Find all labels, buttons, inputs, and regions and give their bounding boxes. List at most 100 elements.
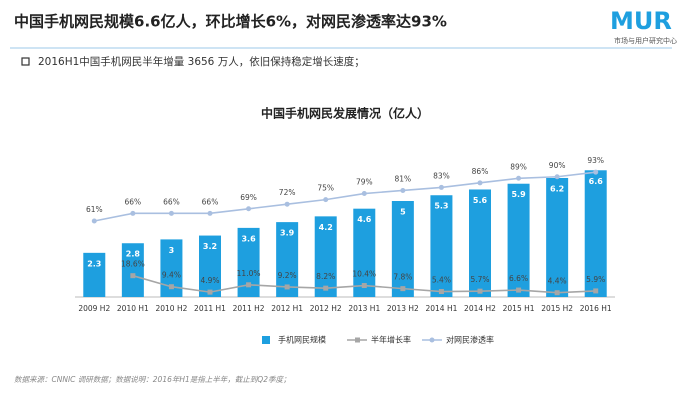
bar-label: 6.2 — [550, 184, 564, 193]
bar — [276, 222, 299, 297]
marker — [400, 286, 406, 292]
logo-subtitle: 市场与用户研究中心 — [614, 36, 677, 45]
data-label: 10.4% — [352, 270, 376, 279]
bar — [584, 170, 607, 297]
bar — [353, 208, 376, 297]
x-tick-label: 2015 H1 — [503, 304, 535, 313]
bar-label: 5 — [400, 208, 406, 217]
bar-label: 2.3 — [87, 259, 101, 268]
bar-label: 5.6 — [473, 196, 488, 205]
marker — [207, 289, 213, 295]
x-tick-label: 2009 H2 — [78, 304, 110, 313]
data-label: 86% — [472, 167, 489, 176]
bar-label: 6.6 — [589, 177, 604, 186]
bar-label: 3 — [169, 246, 175, 255]
data-label: 66% — [163, 197, 180, 206]
marker — [516, 287, 522, 293]
marker — [554, 174, 560, 180]
data-label: 11.0% — [237, 269, 261, 278]
marker — [361, 191, 367, 197]
data-label: 4.9% — [200, 276, 219, 285]
data-label: 66% — [125, 197, 142, 206]
legend-label: 手机网民规模 — [278, 335, 326, 345]
x-tick-label: 2011 H2 — [233, 304, 265, 313]
marker — [130, 210, 136, 216]
data-label: 69% — [240, 193, 257, 202]
x-tick-label: 2014 H1 — [425, 304, 457, 313]
bar — [160, 239, 183, 297]
marker — [323, 285, 329, 291]
data-label: 93% — [587, 156, 604, 165]
x-tick-label: 2010 H2 — [155, 304, 187, 313]
x-tick-label: 2011 H1 — [194, 304, 226, 313]
legend-label: 半年增长率 — [371, 335, 411, 345]
bar-label: 2.8 — [126, 250, 141, 259]
marker — [554, 290, 560, 296]
x-tick-label: 2013 H1 — [348, 304, 380, 313]
legend-swatch — [262, 336, 270, 344]
bar-label: 5.9 — [511, 190, 526, 199]
data-label: 4.4% — [548, 277, 567, 286]
marker — [477, 288, 483, 294]
marker — [400, 187, 406, 193]
data-label: 72% — [279, 188, 296, 197]
bar — [391, 201, 414, 297]
bar — [121, 243, 144, 297]
marker — [477, 180, 483, 186]
data-label: 61% — [86, 205, 103, 214]
bar — [237, 227, 260, 297]
marker — [516, 175, 522, 181]
bar — [83, 252, 106, 297]
bar-label: 3.9 — [280, 229, 295, 238]
marker — [284, 201, 290, 207]
footnote: 数据来源：CNNIC 调研数据；数据说明：2016年H1是指上半年，截止到Q2季… — [14, 375, 290, 384]
chart-title: 中国手机网民发展情况（亿人） — [261, 106, 429, 121]
logo: MUR — [610, 7, 672, 35]
data-label: 8.2% — [316, 272, 335, 281]
bar — [546, 177, 569, 297]
marker — [284, 284, 290, 290]
data-label: 9.4% — [162, 271, 181, 280]
bar — [430, 195, 453, 297]
line — [94, 171, 596, 222]
legend-marker — [429, 337, 435, 343]
data-label: 83% — [433, 171, 450, 180]
bar-label: 4.6 — [357, 215, 372, 224]
marker — [593, 169, 599, 175]
marker — [593, 288, 599, 294]
marker — [246, 206, 252, 212]
data-label: 81% — [395, 174, 412, 183]
data-label: 6.6% — [509, 274, 528, 283]
data-label: 7.8% — [393, 273, 412, 282]
marker — [246, 282, 252, 288]
x-tick-label: 2010 H1 — [117, 304, 149, 313]
marker — [438, 289, 444, 295]
marker — [438, 184, 444, 190]
data-label: 66% — [202, 197, 219, 206]
bullet — [21, 57, 30, 66]
data-label: 5.9% — [586, 275, 605, 284]
x-tick-label: 2012 H1 — [271, 304, 303, 313]
x-tick-label: 2013 H2 — [387, 304, 419, 313]
data-label: 5.7% — [470, 275, 489, 284]
data-label: 5.4% — [432, 276, 451, 285]
bar — [199, 235, 221, 297]
subtitle: 2016H1中国手机网民半年增量 3656 万人，依旧保持稳定增长速度； — [38, 55, 365, 68]
x-tick-label: 2016 H1 — [580, 304, 612, 313]
legend-marker — [355, 337, 360, 343]
data-label: 89% — [510, 162, 527, 171]
data-label: 90% — [549, 161, 566, 170]
bar — [469, 189, 491, 297]
marker — [130, 273, 136, 279]
x-tick-label: 2012 H2 — [310, 304, 342, 313]
legend-label: 对网民渗透率 — [446, 335, 494, 345]
marker — [323, 197, 329, 203]
page-title: 中国手机网民规模6.6亿人，环比增长6%，对网民渗透率达93% — [14, 13, 447, 31]
data-label: 75% — [317, 184, 334, 193]
marker — [361, 283, 367, 289]
data-label: 18.6% — [121, 260, 145, 269]
marker — [207, 210, 213, 216]
bar-label: 3.2 — [203, 242, 217, 251]
